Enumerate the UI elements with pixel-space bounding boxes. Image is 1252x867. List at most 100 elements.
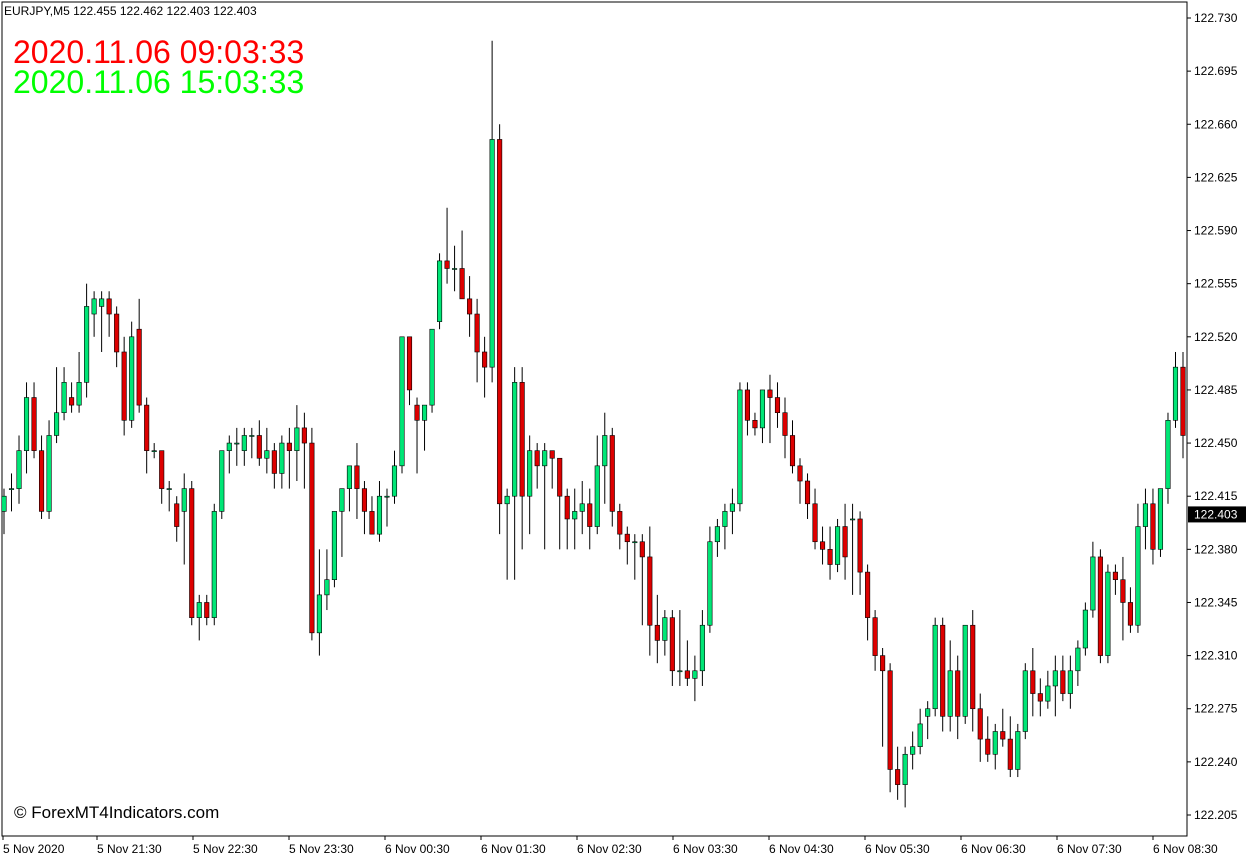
candle-body [384, 495, 390, 498]
candle-body [1052, 670, 1058, 687]
y-tick-label: 122.310 [1194, 649, 1238, 663]
candle-body [797, 465, 803, 482]
candle-body [564, 495, 570, 520]
current-price-label: 122.403 [1194, 507, 1238, 521]
candle-body [1157, 488, 1164, 550]
candle-body [624, 533, 630, 543]
candle-body [970, 624, 976, 710]
candle-body [354, 465, 360, 489]
candle-body [474, 313, 480, 353]
candle-body [714, 526, 720, 543]
candle-body [955, 670, 961, 717]
candle-body [256, 435, 262, 459]
candle-body [309, 442, 315, 634]
candle-body [572, 511, 578, 520]
candle-body [339, 488, 345, 512]
candle-body [84, 306, 90, 383]
candle-body [684, 670, 690, 679]
candle-body [699, 624, 705, 672]
candle-body [804, 480, 811, 505]
current-price-box [1188, 506, 1246, 523]
candle-body [1067, 670, 1073, 694]
candle-body [294, 427, 300, 451]
candle-body [144, 404, 150, 451]
candle-body [226, 442, 232, 451]
candle-body [99, 298, 105, 307]
candle-body [594, 465, 600, 527]
candle-body [211, 511, 217, 618]
candle-body [204, 602, 210, 618]
candle-body [729, 503, 735, 512]
candle-body [467, 298, 473, 315]
x-tick-label: 6 Nov 06:30 [961, 842, 1026, 856]
x-tick-label: 6 Nov 05:30 [865, 842, 930, 856]
candle-body [692, 670, 698, 679]
candle-body [744, 389, 750, 421]
time-axis: 5 Nov 2020 5 Nov 21:30 5 Nov 22:30 5 Nov 23… [2, 836, 1218, 856]
candle-body [31, 397, 37, 451]
candle-body [662, 617, 668, 641]
y-tick-label: 122.205 [1194, 808, 1238, 822]
candle-body [917, 723, 923, 747]
candle-body [301, 427, 307, 444]
candle-body [654, 624, 660, 641]
candle-body [639, 541, 645, 558]
candle-body [129, 336, 135, 421]
plot-area [1, 1, 1188, 837]
candle-body [647, 556, 653, 626]
candle-body [69, 397, 75, 406]
candle-body [789, 435, 796, 467]
candle-body [887, 670, 893, 770]
candle-body [166, 488, 172, 490]
candle-body [159, 450, 165, 489]
candle-body [932, 624, 938, 710]
candle-body [1097, 556, 1103, 656]
y-tick-label: 122.695 [1194, 64, 1238, 78]
candle-body [331, 511, 337, 580]
x-tick-label: 6 Nov 02:30 [577, 842, 642, 856]
candle-body [557, 457, 563, 497]
candle-body [1165, 419, 1171, 489]
candle-body [1142, 503, 1149, 527]
candle-body [850, 518, 856, 521]
candle-body [902, 753, 908, 785]
candle-body [361, 488, 368, 512]
candle-body [977, 708, 983, 740]
candle-body [437, 260, 443, 322]
candle-body [632, 541, 638, 544]
candle-body [1112, 571, 1118, 580]
candle-body [8, 488, 15, 490]
candle-body [346, 465, 352, 489]
candle-body [1105, 571, 1111, 656]
candle-body [602, 435, 608, 467]
candle-body [1022, 670, 1028, 732]
candle-body [249, 435, 255, 437]
y-tick-label: 122.520 [1194, 330, 1238, 344]
x-tick-label: 5 Nov 21:30 [97, 842, 162, 856]
candle-body [504, 495, 510, 505]
candle-body [196, 602, 202, 618]
candle-body [617, 511, 623, 535]
candle-body [219, 450, 225, 512]
candle-body [452, 268, 458, 270]
candle-body [910, 746, 916, 755]
candle-body [316, 594, 322, 634]
candle-body [1120, 579, 1126, 603]
time-label-2: 2020.11.06 15:03:33 [13, 64, 305, 100]
time-label-1: 2020.11.06 09:03:33 [13, 34, 305, 70]
y-tick-label: 122.660 [1194, 117, 1238, 131]
candle-body [925, 708, 931, 717]
candle-body [527, 450, 533, 497]
x-tick-label: 5 Nov 2020 [3, 842, 65, 856]
candle-body [369, 511, 375, 535]
candle-body [609, 435, 615, 512]
symbol-info: EURJPY,M5 122.455 122.462 122.403 122.40… [4, 4, 257, 18]
candle-body [114, 313, 120, 353]
candle-body [1075, 647, 1081, 672]
candle-body [1007, 738, 1013, 770]
candle-body [38, 450, 45, 512]
candle-body [482, 351, 488, 368]
candle-body [241, 435, 247, 451]
